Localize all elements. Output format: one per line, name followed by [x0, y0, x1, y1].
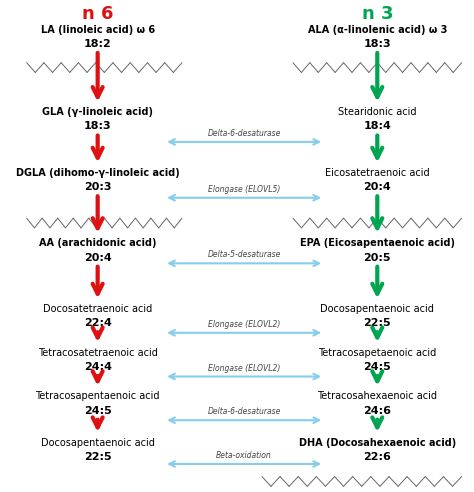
Text: 22:4: 22:4 [84, 318, 111, 328]
Text: Delta-6-desaturase: Delta-6-desaturase [208, 129, 281, 138]
Text: Elongase (ELOVL2): Elongase (ELOVL2) [208, 364, 280, 372]
Text: GLA (γ-linoleic acid): GLA (γ-linoleic acid) [42, 107, 153, 117]
Text: 22:5: 22:5 [84, 452, 111, 462]
Text: Elongase (ELOVL5): Elongase (ELOVL5) [208, 185, 280, 194]
Text: Delta-5-desaturase: Delta-5-desaturase [208, 250, 281, 259]
Text: Tetracosahexaenoic acid: Tetracosahexaenoic acid [317, 392, 438, 401]
Text: 24:5: 24:5 [84, 406, 111, 416]
Text: 18:3: 18:3 [84, 122, 111, 131]
Text: n 6: n 6 [82, 5, 113, 23]
Text: Elongase (ELOVL2): Elongase (ELOVL2) [208, 320, 280, 329]
Text: DGLA (dihomo-γ-linoleic acid): DGLA (dihomo-γ-linoleic acid) [16, 168, 180, 178]
Text: 24:4: 24:4 [83, 362, 112, 372]
Text: Tetracosatetraenoic acid: Tetracosatetraenoic acid [38, 348, 157, 358]
Text: Docosapentaenoic acid: Docosapentaenoic acid [41, 437, 155, 448]
Text: Tetracosapentaenoic acid: Tetracosapentaenoic acid [36, 392, 160, 401]
Text: 20:5: 20:5 [364, 253, 391, 263]
Text: LA (linoleic acid) ω 6: LA (linoleic acid) ω 6 [41, 25, 155, 34]
Text: ALA (α-linolenic acid) ω 3: ALA (α-linolenic acid) ω 3 [308, 25, 447, 34]
Text: 22:5: 22:5 [364, 318, 391, 328]
Text: Stearidonic acid: Stearidonic acid [338, 107, 417, 117]
Text: 22:6: 22:6 [364, 452, 391, 462]
Text: 24:6: 24:6 [363, 406, 392, 416]
Text: Docosatetraenoic acid: Docosatetraenoic acid [43, 304, 152, 314]
Text: DHA (Docosahexaenoic acid): DHA (Docosahexaenoic acid) [299, 437, 456, 448]
Text: 20:4: 20:4 [84, 253, 111, 263]
Text: Tetracosapetaenoic acid: Tetracosapetaenoic acid [318, 348, 437, 358]
Text: 20:4: 20:4 [364, 182, 391, 192]
Text: 20:3: 20:3 [84, 182, 111, 192]
Text: 18:2: 18:2 [84, 39, 111, 49]
Text: 18:3: 18:3 [364, 39, 391, 49]
Text: EPA (Eicosapentaenoic acid): EPA (Eicosapentaenoic acid) [300, 239, 455, 248]
Text: AA (arachidonic acid): AA (arachidonic acid) [39, 239, 156, 248]
Text: 18:4: 18:4 [364, 122, 391, 131]
Text: Eicosatetraenoic acid: Eicosatetraenoic acid [325, 168, 429, 178]
Text: Docosapentaenoic acid: Docosapentaenoic acid [320, 304, 434, 314]
Text: n 3: n 3 [362, 5, 393, 23]
Text: Beta-oxidation: Beta-oxidation [216, 451, 272, 460]
Text: Delta-6-desaturase: Delta-6-desaturase [208, 407, 281, 416]
Text: 24:5: 24:5 [364, 362, 391, 372]
